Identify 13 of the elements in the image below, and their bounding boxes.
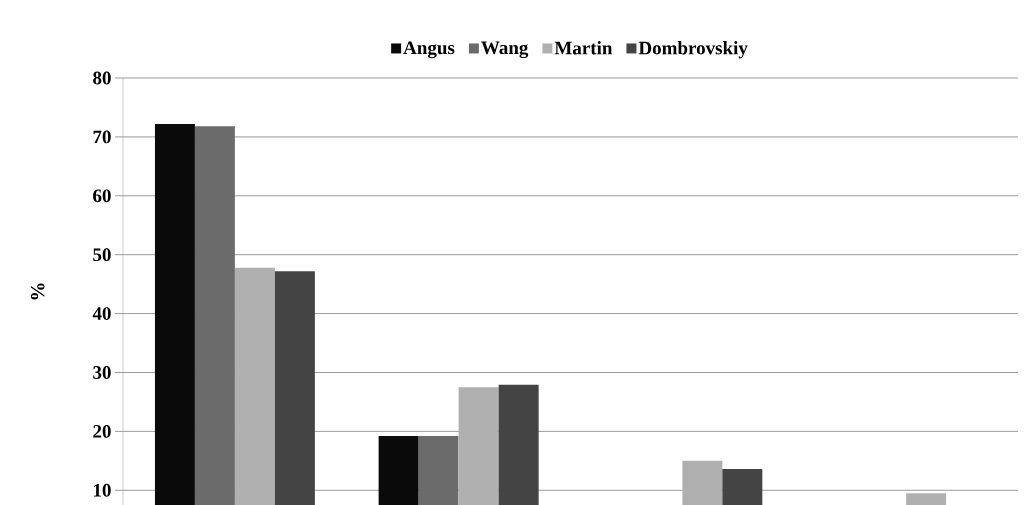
legend-label: Wang bbox=[481, 41, 529, 58]
y-tick-label: 20 bbox=[93, 424, 111, 438]
legend-label: Dombrovskiy bbox=[638, 40, 748, 59]
y-tick-label: 60 bbox=[93, 189, 111, 203]
legend-label: Angus bbox=[403, 41, 455, 58]
y-tick-label: 10 bbox=[94, 483, 111, 497]
y-tick-label: 50 bbox=[93, 248, 111, 261]
y-tick-label: 70 bbox=[93, 130, 111, 144]
y-tick-label: 80 bbox=[93, 71, 111, 85]
y-tick-label: 40 bbox=[92, 306, 111, 320]
legend-label: Martin bbox=[554, 40, 613, 55]
y-tick-label: 30 bbox=[93, 365, 111, 379]
y-axis-title: % bbox=[30, 283, 45, 300]
